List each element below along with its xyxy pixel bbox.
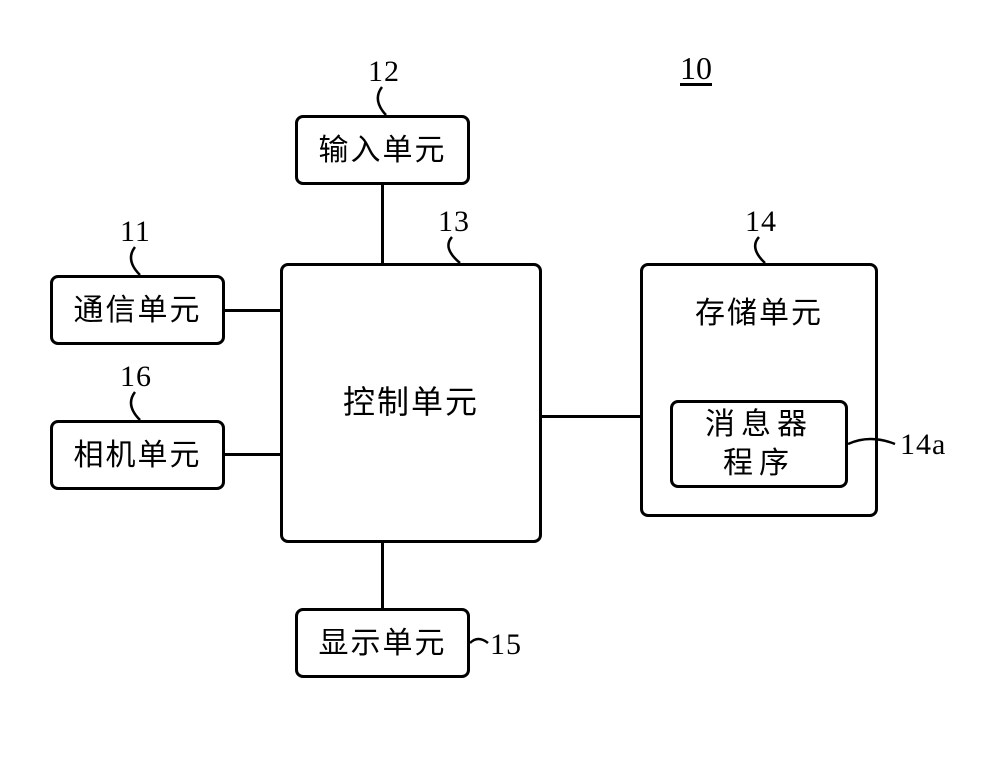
node-comm-unit-label: 通信单元 — [74, 291, 202, 330]
node-control-unit-label: 控制单元 — [343, 382, 479, 424]
node-messenger-program: 消息器 程序 — [670, 400, 848, 488]
ref-label-15: 15 — [490, 628, 522, 662]
node-storage-unit-label: 存储单元 — [643, 294, 875, 333]
ref-label-16: 16 — [120, 360, 152, 394]
ref-label-12: 12 — [368, 55, 400, 89]
node-control-unit: 控制单元 — [280, 263, 542, 543]
connector-n12-n13 — [381, 185, 384, 263]
node-comm-unit: 通信单元 — [50, 275, 225, 345]
connector-n16-n13 — [225, 453, 280, 456]
node-display-unit: 显示单元 — [295, 608, 470, 678]
ref-label-11: 11 — [120, 215, 151, 249]
node-display-unit-label: 显示单元 — [319, 624, 447, 663]
node-input-unit: 输入单元 — [295, 115, 470, 185]
connector-n15-n13 — [381, 543, 384, 608]
node-camera-unit-label: 相机单元 — [74, 436, 202, 475]
diagram-canvas: 10 输入单元 12 通信单元 11 相机单元 16 控制单元 13 存储单元 … — [0, 0, 984, 760]
ref-label-14a: 14a — [900, 428, 946, 462]
ref-label-13: 13 — [438, 205, 470, 239]
connector-n13-n14 — [542, 415, 640, 418]
node-input-unit-label: 输入单元 — [319, 131, 447, 170]
node-camera-unit: 相机单元 — [50, 420, 225, 490]
diagram-main-ref: 10 — [680, 50, 712, 87]
ref-label-14: 14 — [745, 205, 777, 239]
connector-n11-n13 — [225, 309, 280, 312]
node-messenger-program-label: 消息器 程序 — [705, 405, 813, 483]
